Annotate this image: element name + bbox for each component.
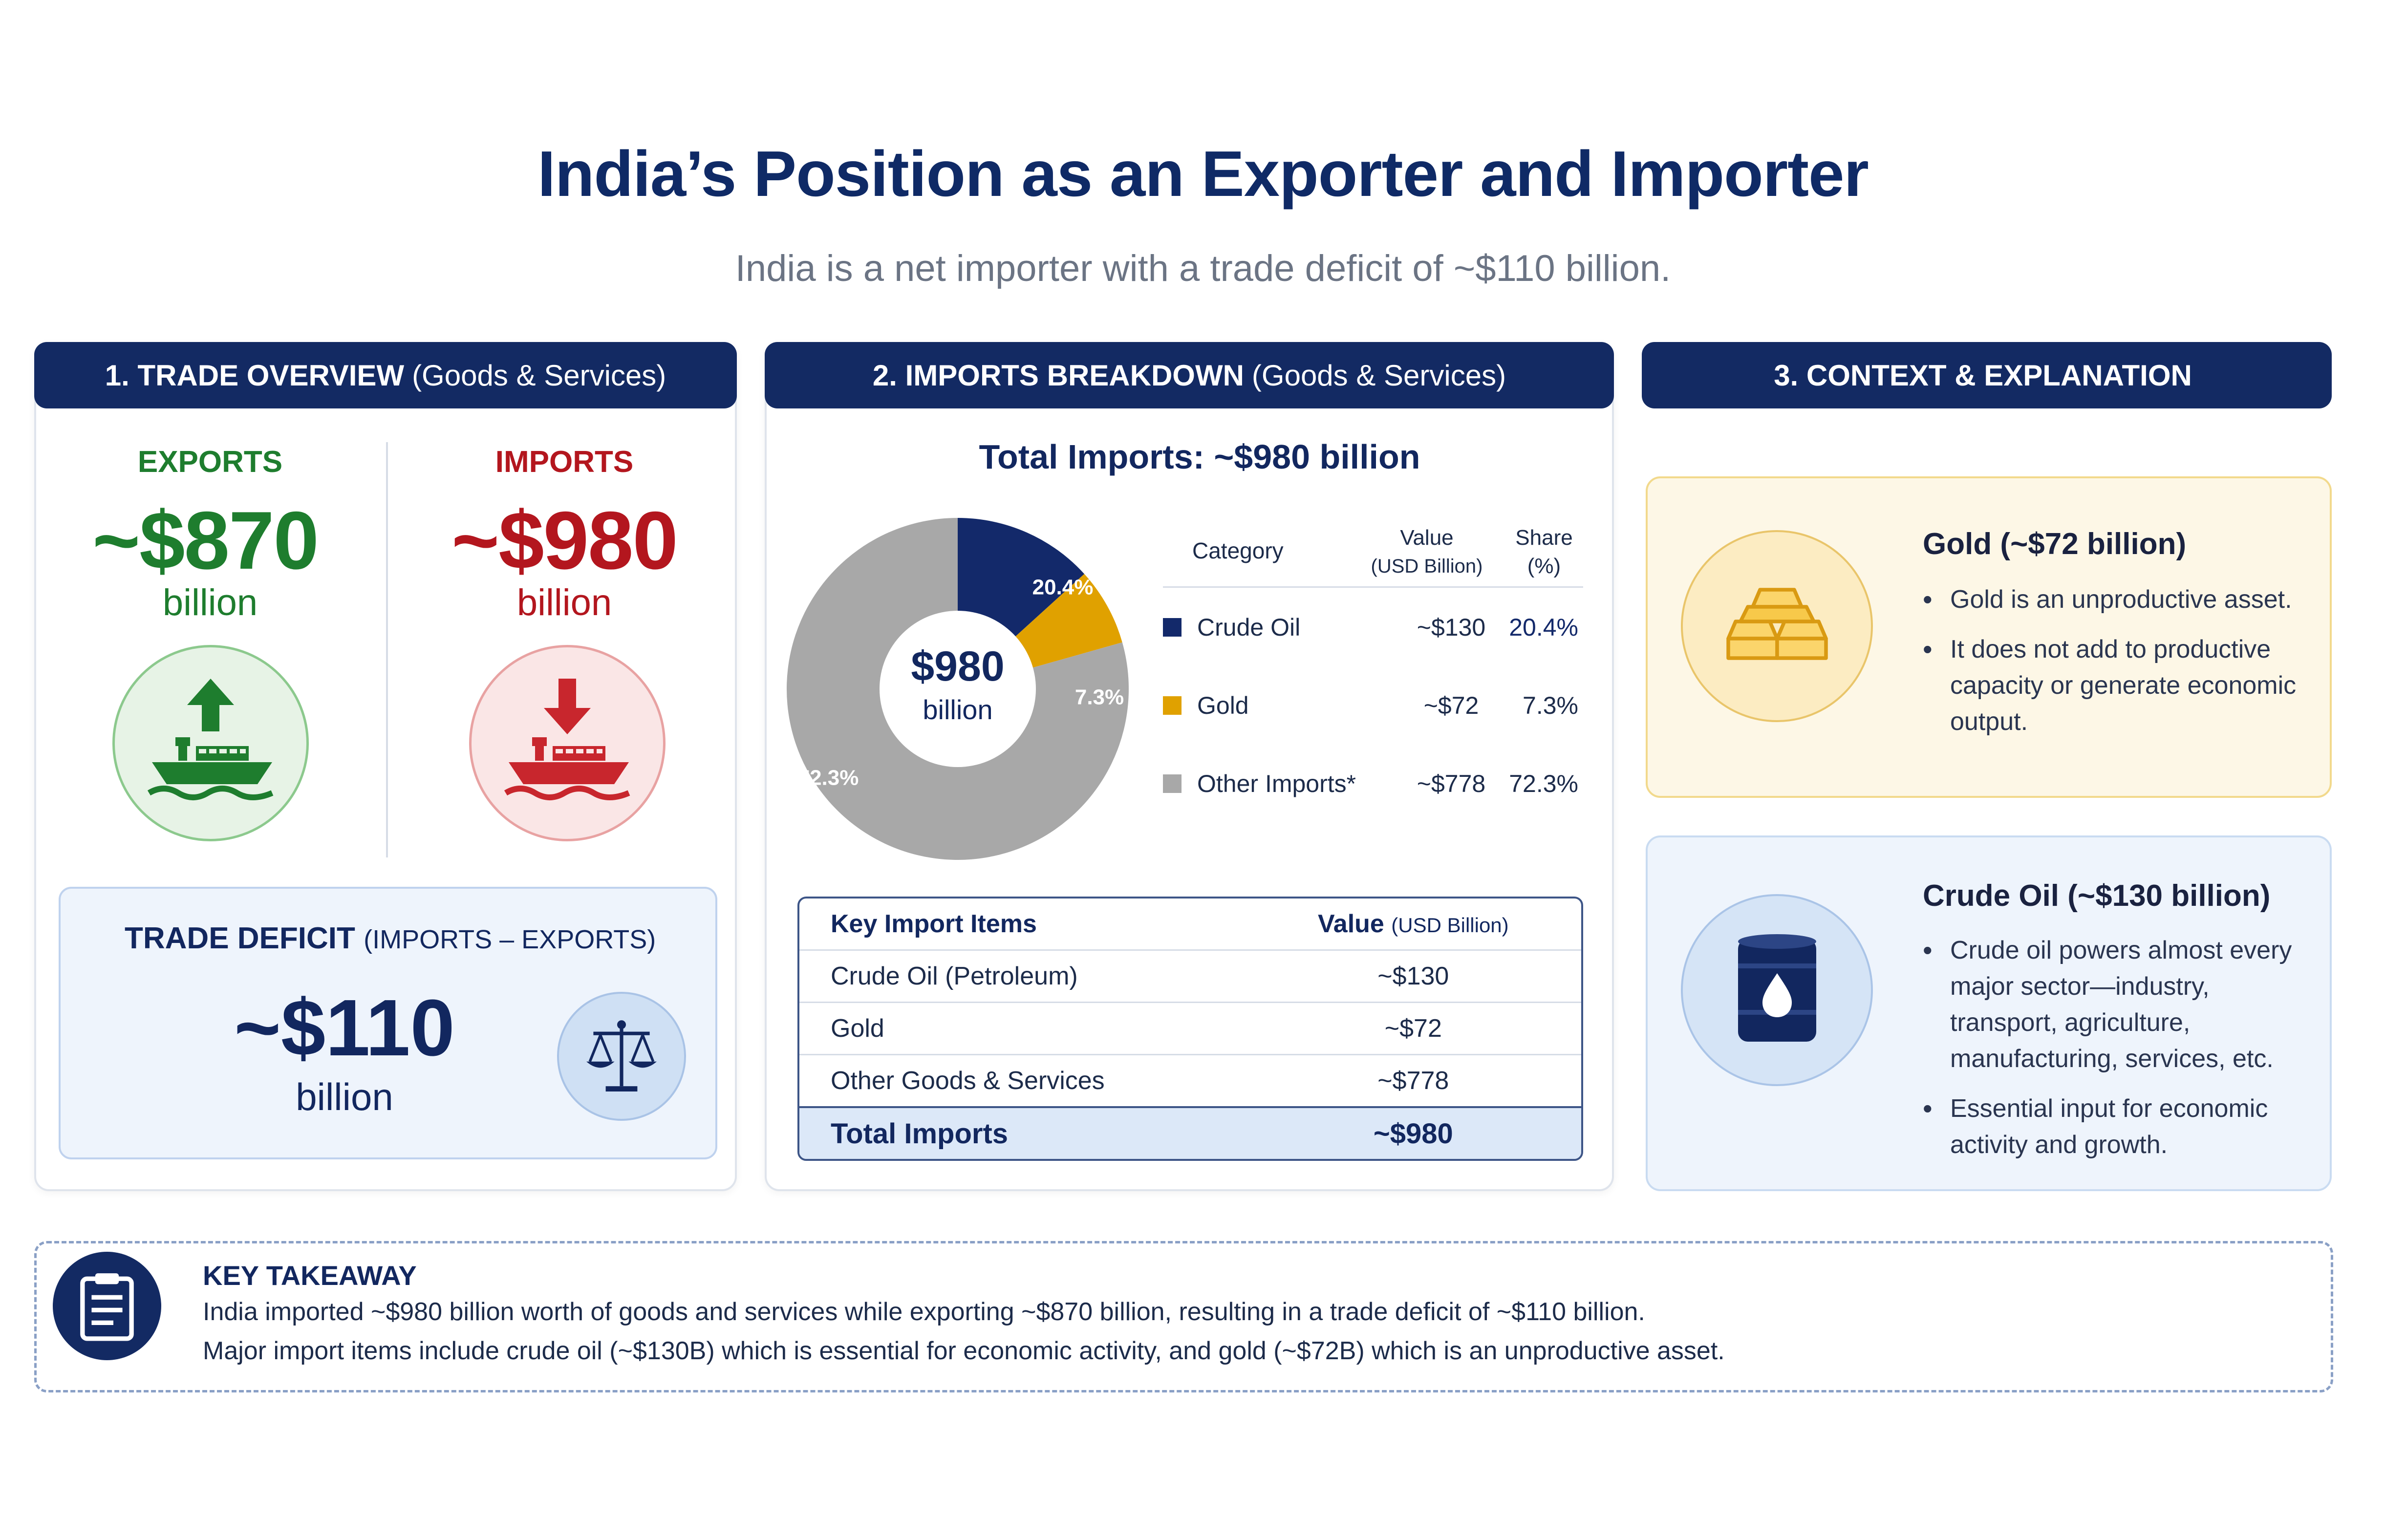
table-cell-value: ~$130 (1245, 949, 1581, 1003)
exports-value: ~$870 (92, 494, 319, 586)
gold-title: Gold (~$72 billion) (1923, 527, 2187, 561)
legend-header-share-l2: (%) (1527, 554, 1561, 578)
legend-share: 7.3% (1523, 692, 1578, 719)
key-import-items-table: Key Import Items Value (USD Billion) Cru… (797, 897, 1583, 1161)
total-imports-title: Total Imports: ~$980 billion (979, 438, 1420, 476)
trade-deficit-label-row: TRADE DEFICIT (IMPORTS – EXPORTS) (125, 921, 656, 956)
legend-swatch-other (1163, 774, 1182, 793)
gold-bullets: Gold is an unproductive asset. It does n… (1923, 581, 2304, 753)
trade-overview-header: 1. TRADE OVERVIEW (Goods & Services) (34, 342, 737, 408)
table-cell-value: ~$778 (1245, 1054, 1581, 1107)
imports-value: ~$980 (451, 494, 678, 586)
table-header-value-label: Value (1317, 910, 1384, 938)
legend-header-share: Share (%) (1500, 524, 1588, 580)
oil-bullet: Essential input for economic activity an… (1923, 1091, 2304, 1163)
legend-row-crude-oil: Crude Oil ~$130 20.4% (1163, 613, 1583, 642)
context-header: 3. CONTEXT & EXPLANATION (1642, 342, 2332, 408)
panel1-number: 1. (105, 359, 129, 392)
panel1-heading: TRADE OVERVIEW (137, 359, 405, 392)
table-cell-value: ~$72 (1245, 1002, 1581, 1055)
ship-export-icon (112, 645, 309, 841)
imports-unit: billion (516, 582, 612, 623)
legend-value: ~$72 (1423, 692, 1479, 719)
panel3-number: 3. (1774, 359, 1799, 392)
legend-share: 72.3% (1509, 770, 1578, 797)
trade-deficit-unit: billion (296, 1075, 393, 1118)
donut-label: 7.3% (1075, 685, 1124, 709)
oil-bullets: Crude oil powers almost every major sect… (1923, 932, 2304, 1176)
legend-name: Crude Oil (1197, 614, 1301, 641)
ship-import-icon (469, 645, 666, 841)
legend-value: ~$130 (1417, 614, 1486, 641)
legend-header-rule (1163, 586, 1583, 588)
table-cell-item: Other Goods & Services (799, 1054, 1246, 1107)
table-header-item: Key Import Items (831, 910, 1037, 938)
panel1-heading-suffix: (Goods & Services) (412, 359, 666, 392)
legend-name: Other Imports* (1197, 770, 1356, 797)
trade-deficit-label: TRADE DEFICIT (125, 921, 355, 955)
table-row: Other Goods & Services ~$778 (799, 1054, 1581, 1107)
scale-icon (557, 992, 686, 1121)
key-takeaway-line1: India imported ~$980 billion worth of go… (203, 1298, 1645, 1326)
table-header-value-suffix: (USD Billion) (1391, 914, 1509, 937)
table-cell-item: Crude Oil (Petroleum) (799, 949, 1246, 1003)
table-total-value: ~$980 (1245, 1106, 1581, 1159)
oil-barrel-icon (1681, 894, 1873, 1086)
donut-center-unit: billion (923, 694, 993, 725)
exports-unit: billion (162, 582, 258, 623)
legend-row-other: Other Imports* ~$778 72.3% (1163, 770, 1583, 798)
legend-header-value-l1: Value (1400, 526, 1454, 550)
gold-bullet: It does not add to productive capacity o… (1923, 631, 2304, 740)
imports-donut-chart: 20.4% 7.3% 72.3% (787, 518, 1129, 860)
panel2-heading: IMPORTS BREAKDOWN (905, 359, 1244, 392)
legend-header-value-l2: (USD Billion) (1371, 556, 1483, 577)
oil-title: Crude Oil (~$130 billion) (1923, 879, 2271, 913)
oil-bullet: Crude oil powers almost every major sect… (1923, 932, 2304, 1077)
gold-bullet: Gold is an unproductive asset. (1923, 581, 2304, 618)
panel2-number: 2. (872, 359, 897, 392)
legend-swatch-gold (1163, 696, 1182, 715)
table-row: Gold ~$72 (799, 1002, 1581, 1055)
imports-label: IMPORTS (495, 445, 634, 479)
clipboard-icon (53, 1252, 161, 1360)
imports-breakdown-header: 2. IMPORTS BREAKDOWN (Goods & Services) (765, 342, 1614, 408)
panel3-heading: CONTEXT & EXPLANATION (1806, 359, 2192, 392)
key-takeaway-line2: Major import items include crude oil (~$… (203, 1337, 1725, 1365)
table-total-row: Total Imports ~$980 (799, 1106, 1581, 1159)
page-title: India’s Position as an Exporter and Impo… (537, 138, 1869, 210)
legend-row-gold: Gold ~$72 7.3% (1163, 691, 1583, 720)
legend-value: ~$778 (1417, 770, 1486, 797)
donut-label: 72.3% (798, 766, 859, 790)
table-cell-item: Gold (799, 1002, 1246, 1055)
key-takeaway-box (34, 1241, 2333, 1392)
legend-header-share-l1: Share (1515, 526, 1573, 550)
panel1-divider (386, 442, 388, 857)
key-takeaway-title: KEY TAKEAWAY (203, 1260, 417, 1291)
panel2-heading-suffix: (Goods & Services) (1251, 359, 1506, 392)
table-row: Crude Oil (Petroleum) ~$130 (799, 949, 1581, 1003)
exports-label: EXPORTS (137, 445, 283, 479)
trade-deficit-value: ~$110 (234, 983, 455, 1072)
legend-share: 20.4% (1509, 614, 1578, 641)
table-header-value: Value (USD Billion) (1246, 898, 1581, 950)
table-total-item: Total Imports (799, 1106, 1246, 1159)
legend-header-category: Category (1192, 538, 1284, 563)
gold-bars-icon (1681, 530, 1873, 722)
legend-swatch-crude-oil (1163, 618, 1182, 637)
trade-deficit-label-suffix: (IMPORTS – EXPORTS) (364, 925, 656, 954)
legend-header-value: Value (USD Billion) (1353, 524, 1500, 580)
donut-hole (880, 611, 1036, 767)
legend-name: Gold (1197, 692, 1249, 719)
page-subtitle: India is a net importer with a trade def… (735, 248, 1671, 289)
donut-label: 20.4% (1032, 576, 1094, 599)
donut-center-value: $980 (911, 643, 1005, 690)
